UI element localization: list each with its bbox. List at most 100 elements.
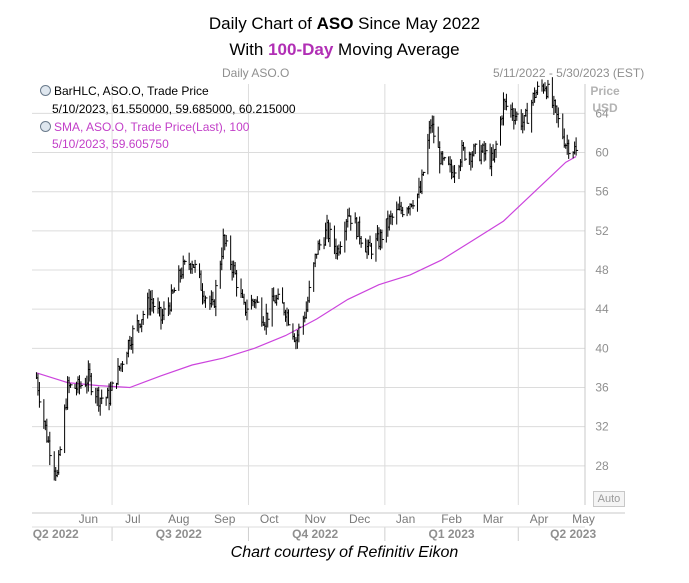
price-bar	[121, 361, 125, 373]
price-bar	[49, 431, 52, 466]
price-bar	[215, 279, 218, 317]
price-bar	[64, 404, 67, 454]
y-axis-title: USD	[592, 101, 618, 115]
price-bars	[35, 77, 579, 481]
axes	[32, 84, 625, 541]
price-bar	[575, 137, 579, 156]
price-bar	[350, 215, 353, 231]
price-bar	[557, 107, 561, 128]
price-bar	[153, 298, 156, 314]
price-bar	[142, 310, 146, 325]
price-bar	[170, 284, 174, 312]
price-bar	[70, 383, 73, 388]
price-bar	[287, 309, 291, 326]
price-bar	[412, 200, 416, 210]
price-bar	[433, 115, 436, 144]
price-bar	[117, 358, 120, 386]
price-bar	[308, 280, 312, 303]
price-bar	[339, 241, 343, 255]
y-tick-label: 28	[595, 459, 609, 473]
x-month-label: Feb	[441, 512, 462, 526]
x-month-label: Mar	[483, 512, 504, 526]
x-month-label: Oct	[260, 512, 279, 526]
x-quarter-label: Q4 2022	[292, 527, 338, 541]
x-month-label: Jan	[396, 512, 415, 526]
x-month-label: Jul	[125, 512, 140, 526]
price-bar	[80, 381, 83, 389]
price-bar	[568, 139, 571, 159]
series-settings-icon[interactable]	[40, 121, 51, 132]
price-bar	[90, 372, 94, 396]
price-bar	[316, 253, 319, 259]
price-bar	[422, 171, 426, 176]
x-quarter-label: Q1 2023	[429, 527, 475, 541]
legend-sma-label: SMA, ASO.O, Trade Price(Last), 100	[54, 120, 250, 134]
price-bar	[547, 79, 550, 99]
x-month-label: Dec	[349, 512, 370, 526]
y-tick-label: 64	[595, 106, 609, 120]
price-bar	[256, 296, 260, 304]
price-bar	[454, 164, 457, 184]
x-month-label: Jun	[79, 512, 98, 526]
price-bar	[526, 102, 530, 124]
x-quarter-label: Q3 2022	[156, 527, 202, 541]
price-bar	[319, 239, 322, 251]
x-quarter-label: Q2 2022	[33, 527, 79, 541]
price-bar	[443, 156, 447, 161]
price-bar	[132, 325, 135, 354]
chart-credit: Chart courtesy of Refinitiv Eikon	[230, 544, 459, 561]
price-bar	[505, 93, 509, 111]
x-month-label: Nov	[304, 512, 325, 526]
grid-lines	[32, 84, 585, 505]
price-bar	[371, 242, 374, 260]
y-tick-labels: 28 32 36 40 44 48 52 56 60 64 Price USD	[590, 84, 620, 473]
y-tick-label: 48	[595, 263, 609, 277]
chart-title-line-2: With 100-Day Moving Average	[229, 40, 460, 59]
y-tick-label: 40	[595, 341, 609, 355]
x-month-label: Apr	[530, 512, 549, 526]
x-month-label: Aug	[168, 512, 189, 526]
price-bar	[516, 111, 519, 121]
price-bar	[277, 288, 281, 300]
x-month-label: Sep	[214, 512, 236, 526]
price-bar	[282, 287, 285, 304]
price-bar	[348, 207, 352, 217]
price-bar	[485, 142, 488, 161]
price-bar	[173, 287, 177, 293]
legend-sma-values: 5/10/2023, 59.605750	[52, 137, 169, 151]
legend-bar-series[interactable]: BarHLC, ASO.O, Trade Price	[40, 84, 209, 98]
auto-scale-button[interactable]: Auto	[593, 491, 625, 507]
price-bar	[329, 222, 332, 247]
x-month-label: May	[572, 512, 595, 526]
legend-bar-values: 5/10/2023, 61.550000, 59.685000, 60.2150…	[52, 102, 296, 116]
y-tick-label: 44	[595, 302, 609, 316]
date-range: 5/11/2022 - 5/30/2023 (EST)	[493, 66, 645, 80]
legend-bar-label: BarHLC, ASO.O, Trade Price	[54, 84, 209, 98]
x-tick-labels: Jun Jul Aug Sep Oct Nov Dec Jan Feb Mar Apr May Q2 2…	[33, 512, 597, 541]
legend-sma-series[interactable]: SMA, ASO.O, Trade Price(Last), 100	[40, 120, 249, 134]
price-bar	[59, 446, 63, 456]
y-tick-label: 52	[595, 224, 609, 238]
price-bar	[184, 259, 187, 265]
price-bar	[101, 389, 104, 405]
price-bar	[391, 213, 395, 226]
price-bar	[163, 301, 166, 321]
price-bar	[495, 140, 499, 158]
y-tick-label: 36	[595, 381, 609, 395]
price-bar	[111, 381, 115, 391]
price-bar	[246, 299, 249, 321]
price-bar	[204, 295, 208, 308]
price-bar	[38, 382, 42, 408]
y-tick-label: 56	[595, 185, 609, 199]
price-bar	[402, 206, 405, 218]
price-bar	[464, 146, 467, 161]
price-bar	[298, 323, 301, 343]
price-bar	[537, 81, 540, 95]
price-bar	[360, 235, 364, 248]
price-bar	[236, 269, 239, 297]
series-settings-icon[interactable]	[40, 85, 51, 96]
price-bar	[182, 255, 186, 279]
price-bar	[225, 234, 229, 247]
y-tick-label: 60	[595, 146, 609, 160]
